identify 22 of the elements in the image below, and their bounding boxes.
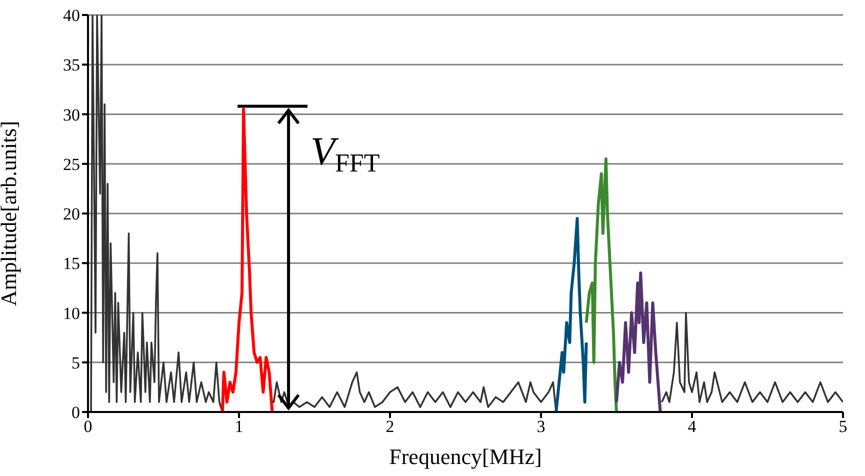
line-series	[584, 157, 618, 412]
x-tick-label: 2	[386, 417, 394, 436]
y-tick-label: 10	[63, 304, 80, 323]
x-tick-label: 5	[838, 417, 848, 436]
y-tick-label: 25	[63, 154, 80, 174]
y-tick-label: 30	[63, 105, 80, 124]
x-axis-title: Frequency[MHz]	[389, 444, 542, 469]
x-tick-label: 1	[234, 417, 244, 436]
x-tick-label: 3	[536, 417, 546, 436]
y-axis-title: Amplitude[arb.units]	[0, 120, 21, 306]
x-tick-label: 4	[688, 417, 697, 436]
annotation: V$_{FFT}$	[310, 128, 380, 177]
line-series	[554, 216, 588, 412]
x-tick-label: 0	[84, 417, 92, 436]
line-series	[615, 272, 662, 412]
y-tick-label: 15	[63, 254, 80, 274]
y-tick-label: 0	[72, 403, 80, 422]
y-tick-label: 5	[72, 353, 80, 372]
y-tick-label: 40	[63, 6, 80, 26]
y-tick-label: 35	[63, 56, 80, 75]
y-tick-label: 20	[63, 204, 80, 224]
line-series	[220, 108, 274, 412]
